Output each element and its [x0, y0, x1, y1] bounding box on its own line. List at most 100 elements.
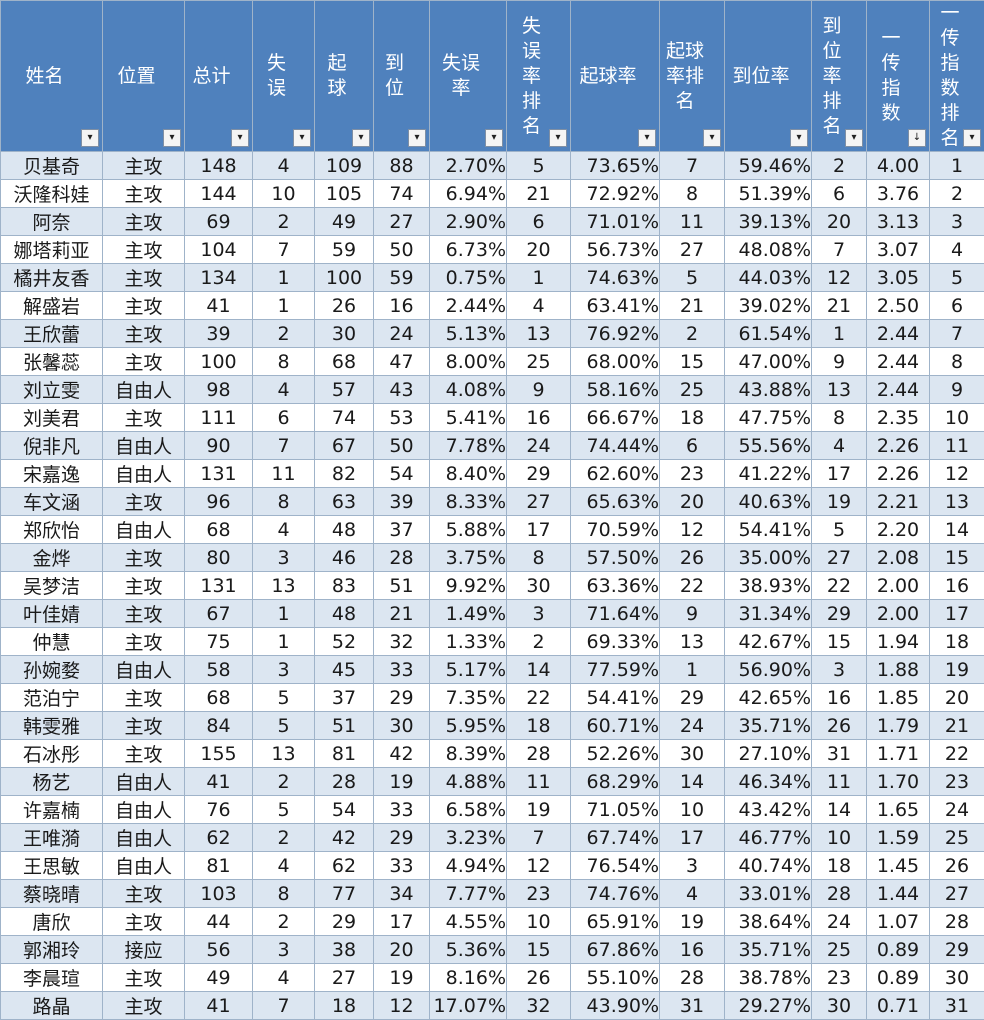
player-name-cell[interactable]: 张馨蕊 — [1, 348, 103, 376]
table-cell[interactable]: 74.76% — [571, 880, 660, 908]
table-cell[interactable]: 28 — [660, 964, 725, 992]
table-cell[interactable]: 主攻 — [103, 180, 185, 208]
table-cell[interactable]: 5.41% — [430, 404, 507, 432]
table-cell[interactable]: 58.16% — [571, 376, 660, 404]
table-cell[interactable]: 8 — [253, 488, 315, 516]
table-cell[interactable]: 43 — [374, 376, 430, 404]
table-cell[interactable]: 4.55% — [430, 908, 507, 936]
table-cell[interactable]: 2.90% — [430, 208, 507, 236]
player-name-cell[interactable]: 韩雯雅 — [1, 712, 103, 740]
dropdown-filter-icon[interactable]: ▾ — [231, 129, 249, 147]
table-cell[interactable]: 自由人 — [103, 376, 185, 404]
table-cell[interactable]: 自由人 — [103, 656, 185, 684]
table-cell[interactable]: 67.74% — [571, 824, 660, 852]
table-cell[interactable]: 3.05 — [867, 264, 930, 292]
table-cell[interactable]: 6 — [253, 404, 315, 432]
column-header-9[interactable]: 起球率排名▾ — [660, 1, 725, 152]
dropdown-filter-icon[interactable]: ▾ — [638, 129, 656, 147]
table-cell[interactable]: 26 — [507, 964, 571, 992]
table-cell[interactable]: 59 — [374, 264, 430, 292]
table-cell[interactable]: 4 — [812, 432, 867, 460]
table-cell[interactable]: 14 — [930, 516, 984, 544]
player-name-cell[interactable]: 沃隆科娃 — [1, 180, 103, 208]
table-cell[interactable]: 20 — [507, 236, 571, 264]
table-cell[interactable]: 30 — [374, 712, 430, 740]
table-cell[interactable]: 60.71% — [571, 712, 660, 740]
table-cell[interactable]: 63 — [315, 488, 374, 516]
table-cell[interactable]: 1.45 — [867, 852, 930, 880]
table-cell[interactable]: 主攻 — [103, 684, 185, 712]
table-cell[interactable]: 33 — [374, 852, 430, 880]
table-cell[interactable]: 11 — [253, 460, 315, 488]
table-cell[interactable]: 1 — [812, 320, 867, 348]
table-cell[interactable]: 13 — [812, 376, 867, 404]
table-cell[interactable]: 35.00% — [725, 544, 812, 572]
table-cell[interactable]: 主攻 — [103, 348, 185, 376]
table-cell[interactable]: 4.00 — [867, 152, 930, 180]
column-header-1[interactable]: 位置▾ — [103, 1, 185, 152]
table-cell[interactable]: 19 — [374, 964, 430, 992]
player-name-cell[interactable]: 郭湘玲 — [1, 936, 103, 964]
player-name-cell[interactable]: 仲慧 — [1, 628, 103, 656]
table-cell[interactable]: 131 — [185, 460, 253, 488]
table-cell[interactable]: 12 — [374, 992, 430, 1020]
table-cell[interactable]: 73.65% — [571, 152, 660, 180]
table-cell[interactable]: 17 — [930, 600, 984, 628]
table-cell[interactable]: 3.23% — [430, 824, 507, 852]
table-cell[interactable]: 81 — [315, 740, 374, 768]
table-cell[interactable]: 1 — [253, 600, 315, 628]
dropdown-filter-icon[interactable]: ▾ — [963, 129, 981, 147]
table-cell[interactable]: 48 — [315, 516, 374, 544]
table-cell[interactable]: 5.95% — [430, 712, 507, 740]
table-cell[interactable]: 20 — [374, 936, 430, 964]
table-cell[interactable]: 1.59 — [867, 824, 930, 852]
table-cell[interactable]: 15 — [507, 936, 571, 964]
dropdown-filter-icon[interactable]: ▾ — [790, 129, 808, 147]
table-cell[interactable]: 62 — [185, 824, 253, 852]
table-cell[interactable]: 2 — [253, 908, 315, 936]
table-cell[interactable]: 6.73% — [430, 236, 507, 264]
table-cell[interactable]: 109 — [315, 152, 374, 180]
table-cell[interactable]: 7 — [660, 152, 725, 180]
table-cell[interactable]: 82 — [315, 460, 374, 488]
table-cell[interactable]: 6 — [507, 208, 571, 236]
player-name-cell[interactable]: 路晶 — [1, 992, 103, 1020]
table-cell[interactable]: 17.07% — [430, 992, 507, 1020]
table-cell[interactable]: 主攻 — [103, 264, 185, 292]
column-header-2[interactable]: 总计▾ — [185, 1, 253, 152]
table-cell[interactable]: 39.13% — [725, 208, 812, 236]
player-name-cell[interactable]: 阿奈 — [1, 208, 103, 236]
table-cell[interactable]: 3 — [253, 544, 315, 572]
table-cell[interactable]: 5 — [660, 264, 725, 292]
table-cell[interactable]: 40.63% — [725, 488, 812, 516]
table-cell[interactable]: 1 — [507, 264, 571, 292]
table-cell[interactable]: 6.58% — [430, 796, 507, 824]
table-cell[interactable]: 69 — [185, 208, 253, 236]
table-cell[interactable]: 2 — [660, 320, 725, 348]
table-cell[interactable]: 18 — [315, 992, 374, 1020]
table-cell[interactable]: 1 — [660, 656, 725, 684]
table-cell[interactable]: 13 — [253, 740, 315, 768]
table-cell[interactable]: 2.00 — [867, 600, 930, 628]
table-cell[interactable]: 23 — [660, 460, 725, 488]
table-cell[interactable]: 72.92% — [571, 180, 660, 208]
table-cell[interactable]: 105 — [315, 180, 374, 208]
table-cell[interactable]: 54 — [315, 796, 374, 824]
table-cell[interactable]: 主攻 — [103, 152, 185, 180]
table-cell[interactable]: 70.59% — [571, 516, 660, 544]
table-cell[interactable]: 22 — [660, 572, 725, 600]
table-cell[interactable]: 51.39% — [725, 180, 812, 208]
table-cell[interactable]: 1 — [930, 152, 984, 180]
table-cell[interactable]: 5.36% — [430, 936, 507, 964]
table-cell[interactable]: 主攻 — [103, 712, 185, 740]
table-cell[interactable]: 53 — [374, 404, 430, 432]
table-cell[interactable]: 8.33% — [430, 488, 507, 516]
table-cell[interactable]: 1.94 — [867, 628, 930, 656]
table-cell[interactable]: 68 — [315, 348, 374, 376]
table-cell[interactable]: 22 — [812, 572, 867, 600]
table-cell[interactable]: 51 — [374, 572, 430, 600]
table-cell[interactable]: 74.63% — [571, 264, 660, 292]
table-cell[interactable]: 29.27% — [725, 992, 812, 1020]
table-cell[interactable]: 7 — [253, 236, 315, 264]
table-cell[interactable]: 8 — [930, 348, 984, 376]
